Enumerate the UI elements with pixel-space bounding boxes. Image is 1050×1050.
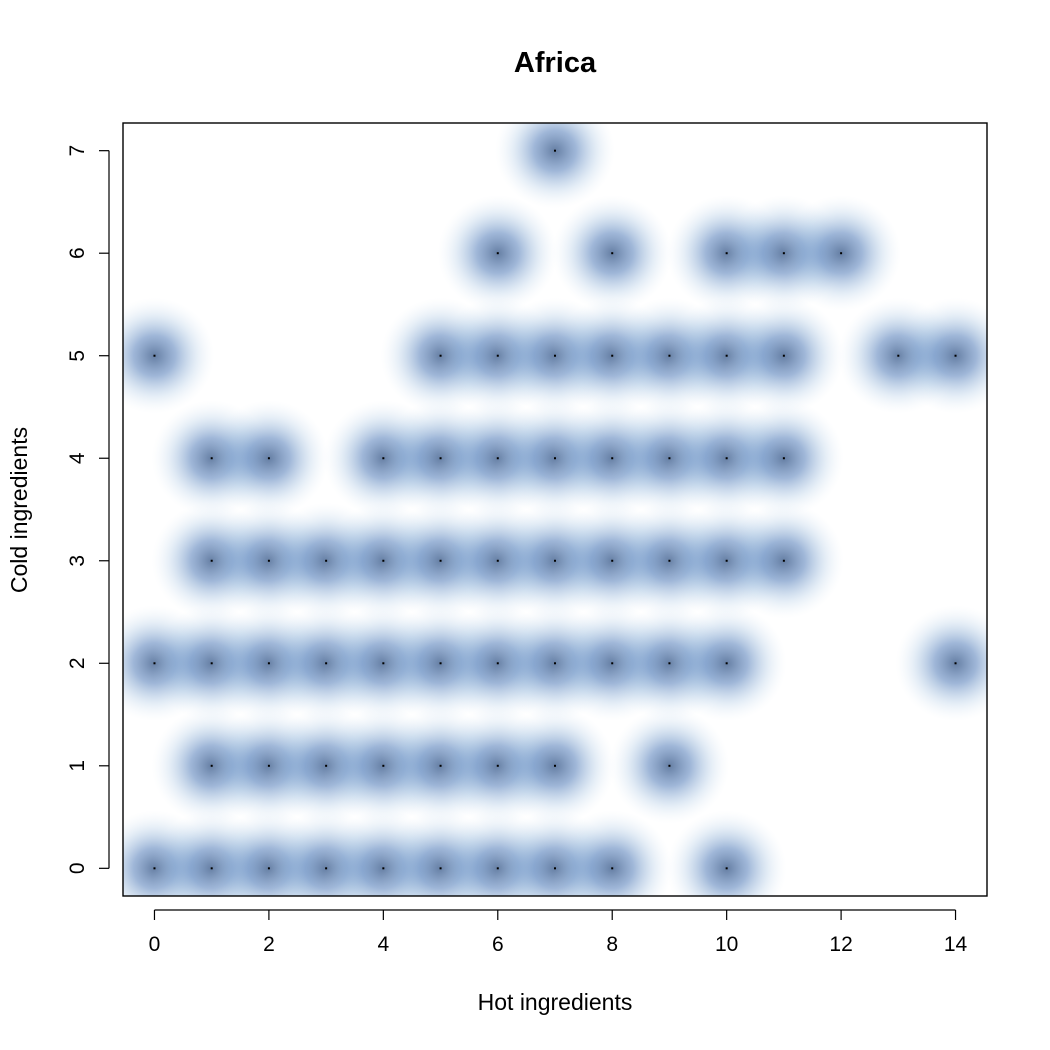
data-point-50 bbox=[267, 764, 270, 767]
data-point-60 bbox=[325, 867, 328, 870]
data-point-32 bbox=[554, 559, 556, 562]
data-point-59 bbox=[267, 867, 270, 870]
data-point-18 bbox=[382, 457, 385, 460]
data-point-34 bbox=[668, 559, 671, 562]
data-point-4 bbox=[782, 252, 785, 255]
data-point-21 bbox=[554, 457, 556, 460]
data-point-6 bbox=[153, 354, 156, 357]
density-blob-48 bbox=[895, 605, 987, 722]
data-point-35 bbox=[725, 559, 728, 562]
data-point-11 bbox=[668, 354, 671, 357]
density-blob-65 bbox=[552, 810, 673, 896]
chart-title: Africa bbox=[514, 47, 597, 79]
data-point-62 bbox=[439, 867, 442, 870]
data-point-52 bbox=[382, 764, 385, 767]
data-point-45 bbox=[611, 662, 614, 665]
data-point-15 bbox=[954, 354, 957, 357]
data-point-51 bbox=[325, 764, 328, 767]
data-point-12 bbox=[725, 354, 728, 357]
y-tick-label-6: 6 bbox=[66, 247, 89, 259]
data-point-58 bbox=[210, 867, 213, 870]
x-tick-label-1: 2 bbox=[263, 933, 275, 956]
data-point-14 bbox=[897, 354, 900, 357]
data-point-25 bbox=[782, 457, 785, 460]
density-blob-6 bbox=[123, 297, 215, 414]
data-point-2 bbox=[611, 252, 614, 255]
x-tick-label-7: 14 bbox=[944, 933, 968, 956]
data-point-28 bbox=[325, 559, 328, 562]
data-point-8 bbox=[496, 354, 499, 357]
data-point-20 bbox=[496, 457, 499, 460]
data-point-0 bbox=[554, 149, 556, 152]
data-point-16 bbox=[210, 457, 213, 460]
data-point-23 bbox=[668, 457, 671, 460]
y-tick-label-5: 5 bbox=[66, 350, 89, 362]
data-point-5 bbox=[840, 252, 843, 255]
data-point-57 bbox=[153, 867, 156, 870]
data-point-56 bbox=[668, 764, 671, 767]
y-tick-label-2: 2 bbox=[66, 657, 89, 669]
x-tick-label-4: 8 bbox=[606, 933, 618, 956]
data-point-49 bbox=[210, 764, 213, 767]
data-point-9 bbox=[554, 354, 556, 357]
points-layer bbox=[153, 149, 957, 870]
data-point-33 bbox=[611, 559, 614, 562]
x-tick-label-5: 10 bbox=[715, 933, 738, 956]
data-point-37 bbox=[153, 662, 156, 665]
y-axis: 0 1 2 3 4 5 6 7 bbox=[66, 145, 110, 874]
data-point-3 bbox=[725, 252, 728, 255]
data-point-66 bbox=[725, 867, 728, 870]
data-point-27 bbox=[267, 559, 270, 562]
x-tick-label-0: 0 bbox=[149, 933, 161, 956]
density-blob-66 bbox=[666, 810, 787, 896]
data-point-53 bbox=[439, 764, 442, 767]
x-axis-label: Hot ingredients bbox=[478, 989, 633, 1015]
data-point-36 bbox=[782, 559, 785, 562]
y-axis-label: Cold ingredients bbox=[6, 427, 32, 593]
data-point-40 bbox=[325, 662, 328, 665]
data-point-46 bbox=[668, 662, 671, 665]
x-axis: 0 2 4 6 8 10 12 14 bbox=[149, 909, 968, 956]
data-point-42 bbox=[439, 662, 442, 665]
x-tick-label-3: 6 bbox=[492, 933, 504, 956]
density-blob-15 bbox=[895, 297, 987, 414]
data-point-1 bbox=[496, 252, 499, 255]
data-point-10 bbox=[611, 354, 614, 357]
data-point-41 bbox=[382, 662, 385, 665]
data-point-7 bbox=[439, 354, 442, 357]
data-point-24 bbox=[725, 457, 728, 460]
density-blob-0 bbox=[495, 123, 615, 209]
data-point-55 bbox=[554, 764, 556, 767]
data-point-54 bbox=[496, 764, 499, 767]
data-point-63 bbox=[496, 867, 499, 870]
data-point-44 bbox=[554, 662, 556, 665]
y-tick-label-7: 7 bbox=[66, 145, 89, 157]
data-point-38 bbox=[210, 662, 213, 665]
data-point-31 bbox=[496, 559, 499, 562]
x-tick-label-2: 4 bbox=[378, 933, 390, 956]
y-tick-label-4: 4 bbox=[66, 452, 89, 464]
data-point-26 bbox=[210, 559, 213, 562]
x-tick-label-6: 12 bbox=[829, 933, 852, 956]
data-point-17 bbox=[267, 457, 270, 460]
data-point-30 bbox=[439, 559, 442, 562]
y-tick-label-3: 3 bbox=[66, 555, 89, 567]
data-point-22 bbox=[611, 457, 614, 460]
data-point-13 bbox=[782, 354, 785, 357]
plot-frame bbox=[122, 122, 988, 897]
data-point-61 bbox=[382, 867, 385, 870]
data-point-65 bbox=[611, 867, 614, 870]
data-point-48 bbox=[954, 662, 957, 665]
data-point-29 bbox=[382, 559, 385, 562]
data-point-19 bbox=[439, 457, 442, 460]
density-layer bbox=[123, 123, 987, 896]
y-tick-label-1: 1 bbox=[66, 760, 89, 772]
data-point-43 bbox=[496, 662, 499, 665]
data-point-39 bbox=[267, 662, 270, 665]
data-point-64 bbox=[554, 867, 556, 870]
data-point-47 bbox=[725, 662, 728, 665]
y-tick-label-0: 0 bbox=[66, 862, 89, 874]
